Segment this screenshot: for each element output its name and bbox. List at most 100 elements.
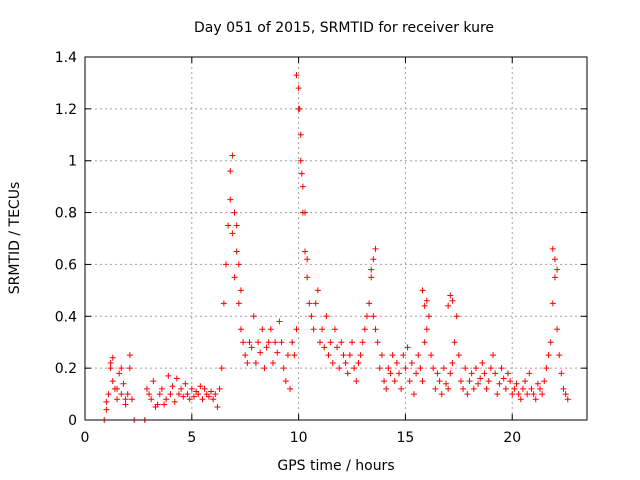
data-point xyxy=(366,300,373,307)
data-point xyxy=(530,391,537,398)
data-point xyxy=(419,287,426,294)
data-point xyxy=(319,326,326,333)
data-point xyxy=(406,378,413,385)
data-point xyxy=(539,391,546,398)
grid xyxy=(85,57,587,420)
data-point xyxy=(158,385,165,392)
data-point xyxy=(560,385,567,392)
data-point xyxy=(146,391,153,398)
data-point xyxy=(351,365,358,372)
data-point xyxy=(464,391,471,398)
data-point xyxy=(242,352,249,359)
data-point xyxy=(541,378,548,385)
data-point xyxy=(282,378,289,385)
data-point xyxy=(496,380,503,387)
data-point xyxy=(483,385,490,392)
data-point xyxy=(252,359,259,366)
data-point xyxy=(558,370,565,377)
data-point xyxy=(457,378,464,385)
y-tick-label: 0.8 xyxy=(55,206,77,222)
data-point xyxy=(449,359,456,366)
data-point xyxy=(298,170,305,177)
data-point xyxy=(237,287,244,294)
data-point xyxy=(513,380,520,387)
x-tick-label: 5 xyxy=(187,430,196,446)
data-point xyxy=(118,365,125,372)
data-point xyxy=(445,385,452,392)
data-point xyxy=(299,183,306,190)
data-point xyxy=(248,344,255,351)
data-point xyxy=(346,352,353,359)
data-point xyxy=(171,398,178,405)
data-point xyxy=(143,385,150,392)
data-point xyxy=(114,385,121,392)
data-point xyxy=(470,385,477,392)
data-point xyxy=(109,354,116,361)
data-point xyxy=(302,248,309,255)
data-point xyxy=(349,339,356,346)
data-point xyxy=(524,391,531,398)
data-point xyxy=(201,385,208,392)
data-point xyxy=(169,383,176,390)
data-point xyxy=(475,380,482,387)
data-point xyxy=(222,261,229,268)
axis-ticks: 0 5 10 15 20 0 0.2 0.4 0.6 0.8 1 1.2 1.4 xyxy=(55,50,587,446)
data-point xyxy=(438,391,445,398)
data-point xyxy=(361,326,368,333)
data-point xyxy=(477,375,484,382)
data-point xyxy=(308,313,315,320)
data-point xyxy=(126,365,133,372)
data-point xyxy=(338,339,345,346)
data-point xyxy=(554,266,561,273)
data-point xyxy=(363,313,370,320)
data-point xyxy=(385,365,392,372)
data-point xyxy=(353,378,360,385)
data-point xyxy=(443,380,450,387)
data-point xyxy=(434,370,441,377)
data-point xyxy=(453,313,460,320)
data-point xyxy=(485,378,492,385)
data-point xyxy=(235,261,242,268)
y-tick-label: 0 xyxy=(68,413,77,429)
data-point xyxy=(105,391,112,398)
data-point xyxy=(284,352,291,359)
data-point xyxy=(472,365,479,372)
x-tick-label: 15 xyxy=(397,430,415,446)
data-point xyxy=(278,339,285,346)
data-point xyxy=(562,391,569,398)
data-point xyxy=(502,385,509,392)
data-point xyxy=(165,372,172,379)
data-point xyxy=(208,388,215,395)
data-point xyxy=(398,385,405,392)
data-point xyxy=(487,365,494,372)
data-point xyxy=(231,209,238,216)
data-point xyxy=(161,401,168,408)
data-point xyxy=(410,391,417,398)
data-point xyxy=(504,370,511,377)
data-point xyxy=(287,385,294,392)
data-point xyxy=(269,359,276,366)
data-point xyxy=(122,396,129,403)
data-point xyxy=(419,378,426,385)
data-point xyxy=(374,339,381,346)
data-point xyxy=(417,365,424,372)
data-point xyxy=(255,339,262,346)
data-point xyxy=(498,365,505,372)
data-point xyxy=(370,256,377,263)
data-point xyxy=(511,385,518,392)
data-point xyxy=(227,196,234,203)
data-point xyxy=(306,300,313,307)
data-point xyxy=(522,378,529,385)
data-point xyxy=(415,352,422,359)
data-point xyxy=(231,274,238,281)
data-point xyxy=(432,385,439,392)
data-point xyxy=(240,339,247,346)
data-point xyxy=(272,339,279,346)
x-tick-label: 20 xyxy=(503,430,521,446)
data-point xyxy=(430,365,437,372)
data-point xyxy=(537,385,544,392)
data-point xyxy=(116,370,123,377)
data-point xyxy=(528,385,535,392)
data-point xyxy=(357,352,364,359)
data-point xyxy=(359,339,366,346)
